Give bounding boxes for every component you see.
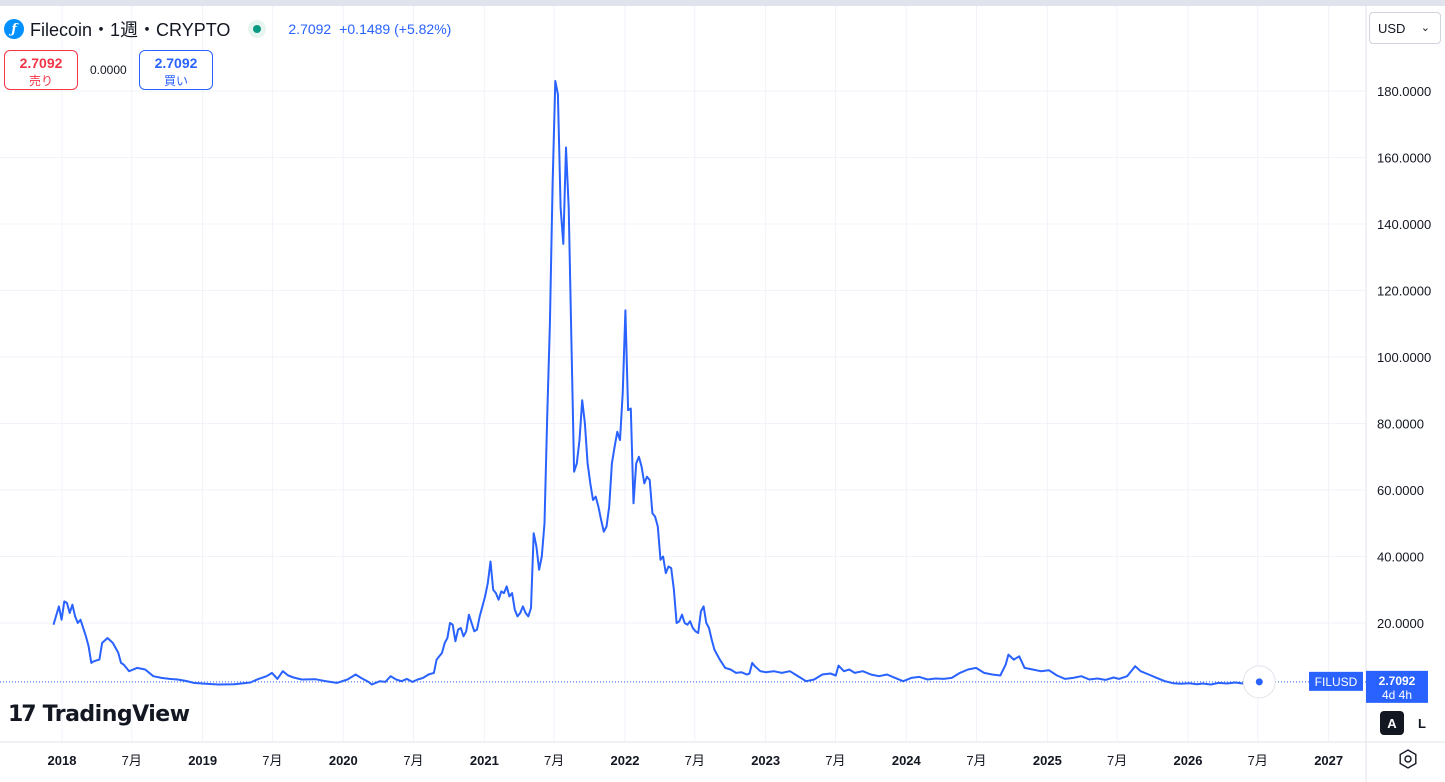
- top-border: [0, 0, 1445, 6]
- x-tick-label: 2018: [48, 753, 77, 768]
- y-tick-label: 20.0000: [1377, 616, 1424, 631]
- price-tag-value: 2.7092: [1379, 674, 1416, 688]
- x-tick-label: 2022: [611, 753, 640, 768]
- spread-value: 0.0000: [90, 63, 127, 77]
- sell-button[interactable]: 2.7092 売り: [4, 50, 78, 90]
- buy-label: 買い: [163, 74, 188, 88]
- tradingview-logo-mark: 17: [8, 702, 37, 727]
- price-tag-box: [1366, 670, 1428, 703]
- chevron-down-icon: ⌄: [1420, 22, 1430, 34]
- x-tick-label: 7月: [685, 753, 705, 768]
- x-tick-label: 7月: [544, 753, 564, 768]
- x-tick-label: 7月: [1107, 753, 1127, 768]
- last-price-label: FILUSD 2.7092 4d 4h: [1309, 670, 1428, 703]
- auto-scale-button[interactable]: A: [1380, 711, 1404, 735]
- x-tick-label: 7月: [1248, 753, 1268, 768]
- x-tick-label: 7月: [966, 753, 986, 768]
- x-tick-label: 2021: [470, 753, 499, 768]
- x-tick-label: 2025: [1033, 753, 1062, 768]
- last-point-marker: [1255, 678, 1263, 686]
- series-line: [52, 80, 1260, 686]
- x-tick-label: 2019: [188, 753, 217, 768]
- x-tick-label: 7月: [403, 753, 423, 768]
- log-scale-button[interactable]: L: [1410, 711, 1434, 735]
- bar-countdown: 4d 4h: [1382, 688, 1412, 702]
- legend-last-price: 2.7092: [288, 21, 332, 37]
- y-tick-label: 160.0000: [1377, 151, 1431, 166]
- y-tick-label: 140.0000: [1377, 217, 1431, 232]
- x-tick-label: 7月: [262, 753, 282, 768]
- currency-select[interactable]: USD ⌄: [1369, 12, 1441, 44]
- buy-button[interactable]: 2.7092 買い: [139, 50, 213, 90]
- tradingview-logo-text: TradingView: [42, 702, 190, 727]
- price-axis: 20.0000 40.0000 60.0000 80.0000 100.0000 120.…: [1377, 84, 1431, 631]
- x-tick-label: 7月: [122, 753, 142, 768]
- time-axis: 2018 7月 2019 7月 2020 7月 2021 7月 2022 7月 2023 7月 2024…: [48, 753, 1344, 768]
- y-tick-label: 80.0000: [1377, 417, 1424, 432]
- x-tick-label: 2027: [1314, 753, 1343, 768]
- x-tick-label: 7月: [825, 753, 845, 768]
- currency-value: USD: [1378, 20, 1406, 36]
- symbol-legend: ƒ Filecoin・1週・CRYPTO 2.7092 +0.1489 (+5.8…: [4, 16, 451, 42]
- legend-change: +0.1489 (+5.82%): [339, 21, 452, 37]
- filecoin-logo-icon: ƒ: [4, 19, 24, 39]
- y-tick-label: 120.0000: [1377, 284, 1431, 299]
- sell-label: 売り: [28, 74, 53, 88]
- sell-price: 2.7092: [19, 55, 63, 71]
- market-status-icon[interactable]: [248, 20, 267, 38]
- gear-icon[interactable]: [1397, 748, 1419, 770]
- y-tick-label: 60.0000: [1377, 483, 1424, 498]
- y-tick-label: 40.0000: [1377, 550, 1424, 565]
- x-tick-label: 2026: [1174, 753, 1203, 768]
- x-tick-label: 2024: [892, 753, 922, 768]
- tradingview-logo[interactable]: 17 TradingView: [8, 702, 190, 727]
- buy-price: 2.7092: [154, 55, 198, 71]
- x-tick-label: 2020: [329, 753, 358, 768]
- legend-quote: 2.7092 +0.1489 (+5.82%): [288, 21, 451, 37]
- chart-grid: [0, 6, 1366, 742]
- x-tick-label: 2023: [751, 753, 780, 768]
- y-tick-label: 100.0000: [1377, 350, 1431, 365]
- symbol-tag-text: FILUSD: [1315, 675, 1358, 689]
- symbol-tag: [1309, 671, 1363, 691]
- y-tick-label: 180.0000: [1377, 84, 1431, 99]
- symbol-title[interactable]: Filecoin・1週・CRYPTO: [30, 20, 231, 40]
